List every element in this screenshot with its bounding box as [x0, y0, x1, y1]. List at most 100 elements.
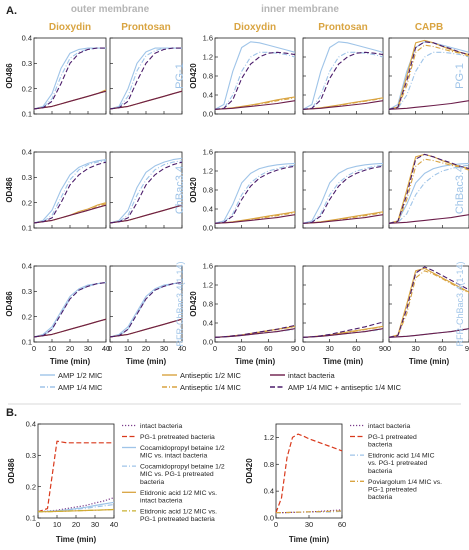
- a-outer-r1-c1-frame: [109, 151, 183, 229]
- a-inner-r1-c0-ytick-label: 1.6: [203, 148, 213, 157]
- a-inner-r2-c1-xtick-label: 90: [379, 344, 387, 353]
- a-inner-r1-c0-series-antiseptic-1-2-mic: [214, 211, 296, 224]
- a-inner-r2-c0-ytick-label: 0.0: [203, 338, 213, 347]
- a-outer-r0-c0-frame: [33, 37, 107, 115]
- a-inner-r2-c2-series-antiseptic-1-4-mic: [388, 270, 469, 338]
- a-inner-r2-c2-series-amp-1-4-mic-antiseptic-1-4-mic: [388, 266, 469, 338]
- a-inner-r1-c1-series-amp-1-4-mic-antiseptic-1-4-mic: [302, 165, 384, 224]
- legend-b-right-label-2: Etidronic acid 1/4 MIC vs. PG-1 pretreate…: [368, 453, 435, 475]
- a-outer-r2-c0-xtick-label: 0: [32, 344, 36, 353]
- b-left-xtick-label: 0: [36, 520, 40, 529]
- a-inner-r2-c1-xtick-label: 60: [352, 344, 360, 353]
- a-xlabel-inner-0: Time (min): [235, 357, 276, 366]
- a-inner-r0-c1-series-intact-bacteria: [302, 100, 384, 110]
- legend-b-left-label-line: intact bacteria: [140, 497, 183, 504]
- legend-b-left-label-2: Cocamidopropyl betaine 1/2 MIC vs. intact…: [140, 445, 225, 460]
- b-right-ytick-label: 1.2: [264, 433, 274, 442]
- b-right-xtick-label: 0: [274, 520, 278, 529]
- a-inner-r2-c0-xtick-label: 0: [213, 344, 217, 353]
- a-outer-r2-c1-xtick-label: 10: [124, 344, 132, 353]
- legend-b-left-label-0: intact bacteria: [140, 423, 183, 430]
- b-right-ytick-label: 0.0: [264, 514, 274, 523]
- a-outer-r0-c1-series-intact-bacteria: [109, 90, 183, 110]
- a-inner-r2-c0-ytick-label: 0.8: [203, 300, 213, 309]
- a-outer-r0-c0-ytick-label: 0.4: [22, 34, 32, 43]
- section-title-outer: outer membrane: [71, 4, 150, 15]
- a-outer-ylabel-r2: OD486: [5, 291, 14, 317]
- a-outer-r0-c0-series-amp-1-4-mic-antiseptic-1-4-mic: [33, 47, 106, 110]
- a-outer-r1-c0-series-amp-1-2-mic: [33, 159, 107, 224]
- a-inner-ylabel-r1: OD420: [189, 177, 198, 203]
- a-outer-r0-c1-series-amp-1-2-mic: [109, 47, 182, 110]
- a-outer-r2-c0-series-amp-1-4-mic-antiseptic-1-4-mic: [33, 281, 107, 338]
- a-inner-r1-c0-series-amp-1-4-mic-antiseptic-1-4-mic: [214, 165, 296, 224]
- a-outer-r2-c1-frame: [109, 265, 183, 343]
- a-outer-r2-c0-ytick-label: 0.2: [22, 312, 32, 321]
- legend-b-left-label-line: Cocamidopropyl betaine 1/2: [140, 445, 225, 452]
- a-outer-r1-c1-series-intact-bacteria: [109, 204, 183, 224]
- a-outer-ylabel-r1: OD486: [5, 177, 14, 203]
- a-inner-ylabel-r2: OD420: [189, 291, 198, 317]
- legend-b-left-label-line: Etidronic acid 1/2 MIC vs.: [140, 490, 217, 497]
- a-inner-r1-c2-series-amp-1-4-mic: [388, 164, 469, 224]
- a-inner-r0-c1-series-amp-1-4-mic: [302, 51, 384, 110]
- b-left-ytick-label: 0.1: [26, 514, 36, 523]
- a-inner-r0-c2-series-antiseptic-1-4-mic: [388, 44, 469, 110]
- a-inner-r2-c2-xtick-label: 60: [438, 344, 446, 353]
- column-title-inner-0: Dioxydin: [234, 22, 276, 33]
- a-inner-r2-c2-xtick-label: 30: [411, 344, 419, 353]
- a-inner-r0-c1-series-amp-1-4-mic-antiseptic-1-4-mic: [302, 51, 384, 110]
- a-row-label-inner-2: RFR-ChBac3.4(1-14): [455, 261, 465, 346]
- legend-b-left-label-4: Etidronic acid 1/2 MIC vs. intact bacteri…: [140, 490, 217, 505]
- b-left-series-etidronic-acid-1-2-mic-vs-pg-1-pretreated-bacteria: [38, 508, 115, 513]
- b-right-frame: [275, 423, 343, 519]
- a-inner-r0-c0-series-amp-1-4-mic: [214, 51, 296, 110]
- legend-a-label-3: AMP 1/4 MIC: [58, 383, 103, 392]
- panel-label-b: B.: [6, 407, 17, 419]
- a-outer-r2-c0-frame: [33, 265, 107, 343]
- a-inner-r1-c0-series-amp-1-2-mic: [214, 162, 296, 224]
- a-inner-r0-c0-series-amp-1-4-mic-antiseptic-1-4-mic: [214, 51, 296, 110]
- a-inner-r2-c0-series-intact-bacteria: [214, 328, 296, 338]
- a-inner-r1-c1-series-amp-1-2-mic: [302, 162, 384, 224]
- legend-b-left-label-line: MIC vs. PG-1 pretreated: [140, 471, 214, 478]
- b-left-xtick-label: 10: [53, 520, 61, 529]
- a-outer-r2-c0-series-intact-bacteria: [33, 318, 107, 338]
- a-inner-r2-c2-xtick-label: 90: [465, 344, 469, 353]
- a-outer-r2-c1-series-intact-bacteria: [109, 318, 183, 338]
- column-title-inner-1: Prontosan: [318, 22, 367, 33]
- panel-label-a: A.: [6, 5, 17, 17]
- a-inner-r1-c1-series-intact-bacteria: [302, 214, 384, 224]
- a-xlabel-inner-1: Time (min): [323, 357, 364, 366]
- a-inner-r0-c0-series-amp-1-2-mic: [214, 41, 296, 110]
- column-title-outer-1: Prontosan: [121, 22, 170, 33]
- a-row-label-inner-0: PG-1: [454, 63, 466, 89]
- a-inner-r1-c0-ytick-label: 0.8: [203, 186, 213, 195]
- a-outer-r1-c1-series-amp-1-4-mic-antiseptic-1-4-mic: [109, 161, 183, 224]
- b-left-series-pg-1-pretreated-bacteria: [37, 440, 114, 513]
- a-inner-r1-c0-ytick-label: 0.4: [203, 205, 213, 214]
- a-inner-r0-c1-series-amp-1-2-mic: [302, 41, 384, 110]
- a-inner-r1-c1-series-amp-1-4-mic: [302, 164, 384, 224]
- a-inner-r0-c2-series-amp-1-4-mic-antiseptic-1-4-mic: [388, 41, 469, 110]
- a-outer-r1-c1-series-amp-1-4-mic: [109, 160, 183, 224]
- a-inner-r1-c0-series-intact-bacteria: [214, 214, 296, 224]
- b-left-xlabel: Time (min): [56, 535, 97, 544]
- column-title-inner-2: CAPB: [415, 22, 443, 33]
- a-outer-r2-c0-ytick-label: 0.4: [22, 262, 32, 271]
- a-inner-r2-c2-series-antiseptic-1-2-mic: [388, 267, 469, 338]
- a-inner-r1-c2-series-amp-1-4-mic-antiseptic-1-4-mic: [388, 153, 469, 224]
- b-left-ytick-label: 0.3: [26, 451, 36, 460]
- b-left-ytick-label: 0.2: [26, 482, 36, 491]
- column-title-outer-0: Dioxydin: [49, 22, 91, 33]
- b-left-xtick-label: 20: [72, 520, 80, 529]
- b-right-ylabel: OD420: [245, 458, 254, 484]
- a-outer-r1-c0-ytick-label: 0.2: [22, 198, 32, 207]
- a-inner-r2-c1-series-amp-1-4-mic-antiseptic-1-4-mic: [302, 321, 384, 338]
- a-row-label-outer-2: RFR-ChBac3.4(1-14): [175, 261, 185, 346]
- a-inner-r2-c1-xtick-label: 0: [301, 344, 305, 353]
- b-right-xtick-label: 60: [338, 520, 346, 529]
- legend-b-right-label-3: Poviargolum 1/4 MIC vs. PG-1 pretreated ba…: [368, 479, 442, 501]
- b-right-series-pg-1-pretreated-bacteria: [275, 433, 343, 513]
